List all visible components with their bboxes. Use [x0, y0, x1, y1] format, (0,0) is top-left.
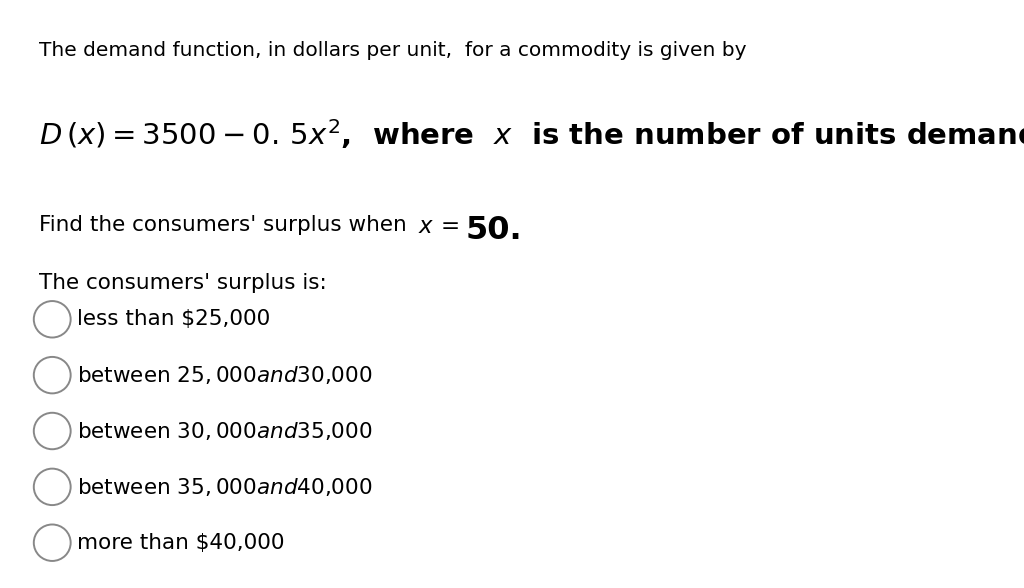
- Text: $x\,=$: $x\,=$: [418, 215, 459, 238]
- Text: 50.: 50.: [466, 215, 522, 246]
- Text: Find the consumers' surplus when: Find the consumers' surplus when: [39, 215, 421, 235]
- Text: The demand function, in dollars per unit,  for a commodity is given by: The demand function, in dollars per unit…: [39, 41, 746, 60]
- Text: more than $40,000: more than $40,000: [77, 533, 285, 553]
- Text: The consumers' surplus is:: The consumers' surplus is:: [39, 273, 327, 293]
- Text: between $35,000 and $40,000: between $35,000 and $40,000: [77, 476, 373, 498]
- Text: $D\,(x) = 3500 - 0.\,5x^2$,  where  $x$  is the number of units demanded.: $D\,(x) = 3500 - 0.\,5x^2$, where $x$ is…: [39, 118, 1024, 152]
- Text: less than $25,000: less than $25,000: [77, 309, 270, 329]
- Text: between $25,000 and $30,000: between $25,000 and $30,000: [77, 364, 373, 386]
- Text: between $30,000 and $35,000: between $30,000 and $35,000: [77, 420, 373, 442]
